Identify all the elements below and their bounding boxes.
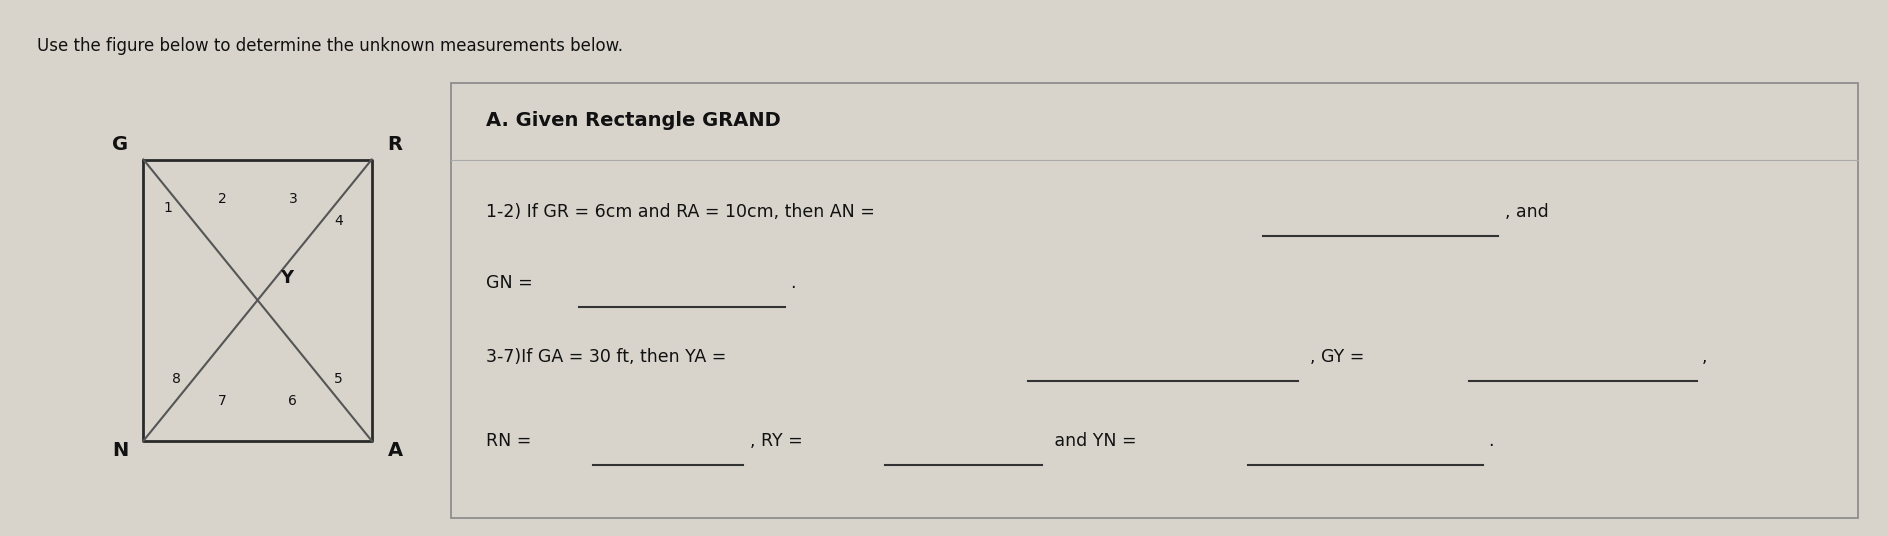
Text: ,: , [1702, 348, 1708, 366]
Text: A: A [387, 441, 402, 459]
Text: 5: 5 [334, 373, 343, 386]
Text: N: N [111, 441, 128, 459]
Text: , GY =: , GY = [1310, 348, 1370, 366]
Text: 7: 7 [217, 394, 226, 408]
Text: .: . [1487, 432, 1493, 450]
Text: RN =: RN = [487, 432, 538, 450]
Text: 6: 6 [289, 394, 298, 408]
Text: 1: 1 [164, 201, 174, 215]
Text: Use the figure below to determine the unknown measurements below.: Use the figure below to determine the un… [38, 36, 623, 55]
Text: GN =: GN = [487, 273, 538, 292]
Text: and YN =: and YN = [1049, 432, 1142, 450]
Text: Y: Y [279, 269, 292, 287]
Text: A. Given Rectangle GRAND: A. Given Rectangle GRAND [487, 111, 781, 130]
Text: 4: 4 [334, 214, 343, 228]
Text: 3: 3 [289, 192, 298, 206]
Text: 1-2) If GR = 6cm and RA = 10cm, then AN =: 1-2) If GR = 6cm and RA = 10cm, then AN … [487, 203, 881, 221]
Text: G: G [111, 135, 128, 154]
Text: .: . [789, 273, 794, 292]
Text: 3-7)If GA = 30 ft, then YA =: 3-7)If GA = 30 ft, then YA = [487, 348, 732, 366]
Text: , and: , and [1504, 203, 1549, 221]
Text: , RY =: , RY = [749, 432, 808, 450]
Text: 2: 2 [217, 192, 226, 206]
Text: 8: 8 [172, 373, 181, 386]
Text: R: R [387, 135, 402, 154]
